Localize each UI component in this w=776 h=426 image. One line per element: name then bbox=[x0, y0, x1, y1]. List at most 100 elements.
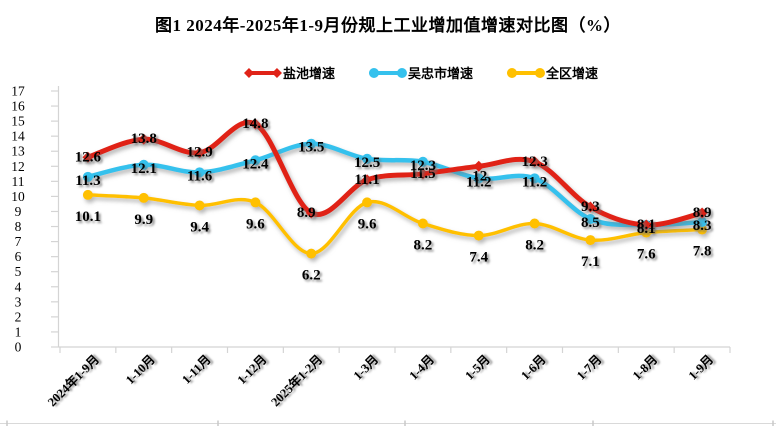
y-axis-label: 11 bbox=[12, 174, 25, 189]
x-axis-label: 1-9月 bbox=[686, 352, 717, 383]
wuzhongshi-point-marker bbox=[585, 214, 596, 224]
quanqu-data-label: 7.4 bbox=[469, 250, 488, 266]
wuzhongshi-data-label: 12.3 bbox=[410, 158, 436, 174]
wuzhongshi-data-label: 12.5 bbox=[354, 155, 380, 171]
y-axis-label: 1 bbox=[15, 324, 22, 339]
wuzhongshi-point-marker bbox=[82, 171, 93, 182]
x-axis-label: 1-7月 bbox=[574, 352, 605, 383]
wuzhongshi-data-label: 12.4 bbox=[242, 156, 269, 172]
yanchi-point-marker bbox=[696, 207, 708, 219]
yanchi-data-label: 8.1 bbox=[637, 217, 656, 233]
y-axis-label: 0 bbox=[15, 340, 22, 355]
wuzhongshi-data-label: 12.1 bbox=[131, 161, 157, 177]
legend-label-wuzhongshi: 吴忠市增速 bbox=[407, 66, 474, 81]
y-axis-label: 10 bbox=[11, 189, 25, 204]
wuzhongshi-point-marker bbox=[697, 217, 708, 228]
wuzhongshi-point-marker bbox=[138, 159, 149, 170]
quanqu-point-marker bbox=[138, 192, 149, 203]
yanchi-point-marker bbox=[305, 207, 317, 219]
y-axis-label: 5 bbox=[15, 264, 22, 279]
y-axis-label: 9 bbox=[15, 204, 22, 219]
wuzhongshi-point-marker bbox=[417, 156, 428, 167]
yanchi-point-marker bbox=[584, 201, 596, 213]
yanchi-point-marker bbox=[249, 118, 261, 130]
wuzhongshi-point-marker bbox=[250, 155, 261, 166]
quanqu-data-label: 7.1 bbox=[581, 254, 600, 270]
wuzhongshi-point-marker bbox=[473, 173, 484, 184]
quanqu-data-label: 9.9 bbox=[134, 212, 153, 228]
wuzhongshi-data-label: 8.1 bbox=[637, 221, 656, 237]
y-axis-label: 13 bbox=[11, 144, 25, 159]
x-axis-label: 1-11月 bbox=[179, 352, 213, 386]
y-axis-label: 14 bbox=[11, 129, 25, 144]
yanchi-data-label: 11.1 bbox=[354, 172, 379, 188]
yanchi-data-label: 13.8 bbox=[131, 131, 157, 147]
yanchi-point-marker bbox=[194, 147, 206, 159]
y-axis-label: 12 bbox=[11, 159, 25, 174]
wuzhongshi-series-line bbox=[85, 141, 705, 228]
yanchi-data-label: 9.3 bbox=[581, 199, 600, 215]
quanqu-point-marker bbox=[306, 248, 317, 259]
wuzhongshi-data-label: 13.5 bbox=[298, 140, 324, 156]
legend-line-circle-icon bbox=[368, 67, 407, 78]
wuzhongshi-data-labels: 11.3 12.1 11.6 12.4 13.5 12.5 12.3 11.2 11.2 8.5 8… bbox=[75, 140, 711, 237]
quanqu-point-marker bbox=[194, 200, 205, 211]
quanqu-data-label: 9.4 bbox=[190, 219, 209, 235]
quanqu-point-marker bbox=[585, 235, 596, 246]
yanchi-data-label: 11.5 bbox=[410, 166, 435, 182]
legend-label-yanchi: 盐池增速 bbox=[282, 66, 335, 81]
quanqu-data-label: 10.1 bbox=[75, 209, 101, 225]
quanqu-data-label: 8.2 bbox=[414, 238, 433, 254]
x-axis-label: 2025年1-2月 bbox=[268, 352, 326, 410]
quanqu-data-labels: 10.1 9.9 9.4 9.6 6.2 9.6 8.2 7.4 8.2 7.1 7.6 7.8 bbox=[75, 209, 712, 284]
yanchi-point-marker bbox=[138, 133, 150, 145]
y-axis-label: 17 bbox=[11, 84, 25, 99]
wuzhongshi-data-label: 8.3 bbox=[693, 218, 712, 234]
yanchi-point-marker bbox=[473, 160, 485, 172]
legend-item-wuzhongshi: 吴忠市增速 bbox=[368, 63, 474, 82]
quanqu-point-marker bbox=[473, 230, 484, 241]
yanchi-data-label: 12.9 bbox=[186, 145, 212, 161]
quanqu-point-marker bbox=[250, 197, 261, 208]
x-axis-label: 2024年1-9月 bbox=[44, 352, 102, 410]
wuzhongshi-point-marker bbox=[306, 138, 317, 149]
wuzhongshi-data-label: 11.3 bbox=[75, 173, 100, 189]
y-axis-label: 2 bbox=[15, 309, 22, 324]
wuzhongshi-point-marker bbox=[362, 153, 373, 164]
y-axis-label: 6 bbox=[15, 249, 22, 264]
yanchi-data-label: 12.3 bbox=[521, 154, 547, 170]
wuzhongshi-series bbox=[82, 138, 708, 231]
legend-item-yanchi: 盐池增速 bbox=[243, 63, 335, 82]
quanqu-point-marker bbox=[641, 227, 652, 238]
yanchi-point-marker bbox=[361, 174, 373, 186]
quanqu-data-label: 7.8 bbox=[693, 244, 712, 260]
legend-line-diamond-icon bbox=[243, 67, 282, 78]
x-axis-label: 1-10月 bbox=[123, 352, 158, 387]
quanqu-data-label: 6.2 bbox=[302, 268, 321, 284]
y-axis-label: 15 bbox=[11, 114, 25, 129]
quanqu-point-marker bbox=[362, 197, 373, 208]
yanchi-data-labels: 12.6 13.8 12.9 14.8 8.9 11.1 11.5 12 12.3 9.3 8.1 8… bbox=[75, 116, 712, 233]
yanchi-point-marker bbox=[640, 219, 652, 231]
yanchi-data-label: 8.9 bbox=[693, 205, 712, 221]
chart-legend: 盐池增速 吴忠市增速 全区增速 bbox=[243, 63, 598, 82]
x-axis-label: 1-5月 bbox=[462, 352, 493, 383]
quanqu-point-marker bbox=[529, 218, 540, 229]
yanchi-point-marker bbox=[82, 151, 94, 163]
x-axis-label: 1-4月 bbox=[407, 352, 438, 383]
y-axis-label: 3 bbox=[15, 294, 22, 309]
yanchi-data-label: 12 bbox=[472, 168, 487, 184]
quanqu-point-marker bbox=[417, 218, 428, 229]
wuzhongshi-data-label: 11.2 bbox=[466, 174, 491, 190]
quanqu-data-label: 7.6 bbox=[637, 247, 656, 263]
wuzhongshi-point-marker bbox=[194, 167, 205, 178]
yanchi-data-label: 12.6 bbox=[75, 149, 102, 165]
x-axis-label: 1-12月 bbox=[235, 352, 270, 387]
legend-line-circle-icon bbox=[507, 67, 546, 78]
x-axis-label: 1-3月 bbox=[351, 352, 382, 383]
quanqu-point-marker bbox=[82, 189, 93, 200]
y-axis-label: 4 bbox=[15, 279, 22, 294]
